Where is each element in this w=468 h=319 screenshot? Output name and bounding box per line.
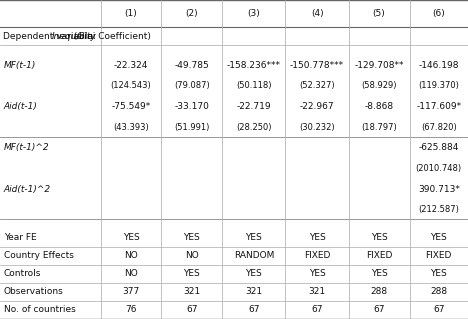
Text: MF(t-1): MF(t-1): [4, 61, 36, 70]
Text: 321: 321: [183, 287, 200, 296]
Text: (124.543): (124.543): [110, 81, 152, 90]
Text: (4): (4): [311, 9, 323, 18]
Text: 288: 288: [371, 287, 388, 296]
Text: 76: 76: [125, 305, 137, 315]
Text: -22.719: -22.719: [237, 102, 271, 111]
Text: -150.778***: -150.778***: [290, 61, 344, 70]
Text: YES: YES: [371, 269, 388, 278]
Text: -75.549*: -75.549*: [111, 102, 151, 111]
Text: (43.393): (43.393): [113, 123, 149, 132]
Text: 377: 377: [123, 287, 139, 296]
Text: (52.327): (52.327): [299, 81, 335, 90]
Text: Aid(t-1)^2: Aid(t-1)^2: [4, 185, 51, 194]
Text: Country Effects: Country Effects: [4, 251, 73, 260]
Text: (58.929): (58.929): [361, 81, 397, 90]
Text: YES: YES: [183, 269, 200, 278]
Text: YES: YES: [431, 269, 447, 278]
Text: 321: 321: [245, 287, 263, 296]
Text: YES: YES: [246, 233, 262, 242]
Text: (18.797): (18.797): [361, 123, 397, 132]
Text: -625.884: -625.884: [418, 143, 459, 152]
Text: -158.236***: -158.236***: [227, 61, 281, 70]
Text: 67: 67: [248, 305, 260, 315]
Text: -22.967: -22.967: [300, 102, 334, 111]
Text: (Gini Coefficient): (Gini Coefficient): [71, 32, 151, 41]
Text: -49.785: -49.785: [175, 61, 209, 70]
Text: (1): (1): [124, 9, 138, 18]
Text: Observations: Observations: [4, 287, 64, 296]
Text: FIXED: FIXED: [366, 251, 392, 260]
Text: NO: NO: [124, 269, 138, 278]
Text: (6): (6): [432, 9, 445, 18]
Text: (2010.748): (2010.748): [416, 164, 462, 173]
Text: (51.991): (51.991): [174, 123, 210, 132]
Text: -146.198: -146.198: [418, 61, 459, 70]
Text: -8.868: -8.868: [365, 102, 394, 111]
Text: 288: 288: [430, 287, 447, 296]
Text: (30.232): (30.232): [299, 123, 335, 132]
Text: 67: 67: [433, 305, 445, 315]
Text: -129.708**: -129.708**: [354, 61, 404, 70]
Text: (50.118): (50.118): [236, 81, 271, 90]
Text: YES: YES: [309, 269, 325, 278]
Text: YES: YES: [123, 233, 139, 242]
Text: (212.587): (212.587): [418, 205, 459, 214]
Text: (79.087): (79.087): [174, 81, 210, 90]
Text: Controls: Controls: [4, 269, 41, 278]
Text: 321: 321: [308, 287, 326, 296]
Text: -33.170: -33.170: [175, 102, 209, 111]
Text: YES: YES: [309, 233, 325, 242]
Text: (67.820): (67.820): [421, 123, 457, 132]
Text: (5): (5): [373, 9, 386, 18]
Text: No. of countries: No. of countries: [4, 305, 75, 315]
Text: Year FE: Year FE: [4, 233, 37, 242]
Text: (2): (2): [186, 9, 198, 18]
Text: YES: YES: [183, 233, 200, 242]
Text: (119.370): (119.370): [418, 81, 459, 90]
Text: -117.609*: -117.609*: [416, 102, 461, 111]
Text: YES: YES: [371, 233, 388, 242]
Text: -22.324: -22.324: [114, 61, 148, 70]
Text: Dependent variable:: Dependent variable:: [3, 32, 99, 41]
Text: NO: NO: [124, 251, 138, 260]
Text: 67: 67: [373, 305, 385, 315]
Text: FIXED: FIXED: [304, 251, 330, 260]
Text: 67: 67: [186, 305, 197, 315]
Text: Aid(t-1): Aid(t-1): [4, 102, 37, 111]
Text: MF(t-1)^2: MF(t-1)^2: [4, 143, 49, 152]
Text: NO: NO: [185, 251, 199, 260]
Text: FIXED: FIXED: [425, 251, 452, 260]
Text: YES: YES: [431, 233, 447, 242]
Text: RANDOM: RANDOM: [234, 251, 274, 260]
Text: (3): (3): [248, 9, 260, 18]
Text: Inequality: Inequality: [51, 32, 96, 41]
Text: YES: YES: [246, 269, 262, 278]
Text: 67: 67: [311, 305, 323, 315]
Text: (28.250): (28.250): [236, 123, 271, 132]
Text: 390.713*: 390.713*: [418, 185, 460, 194]
